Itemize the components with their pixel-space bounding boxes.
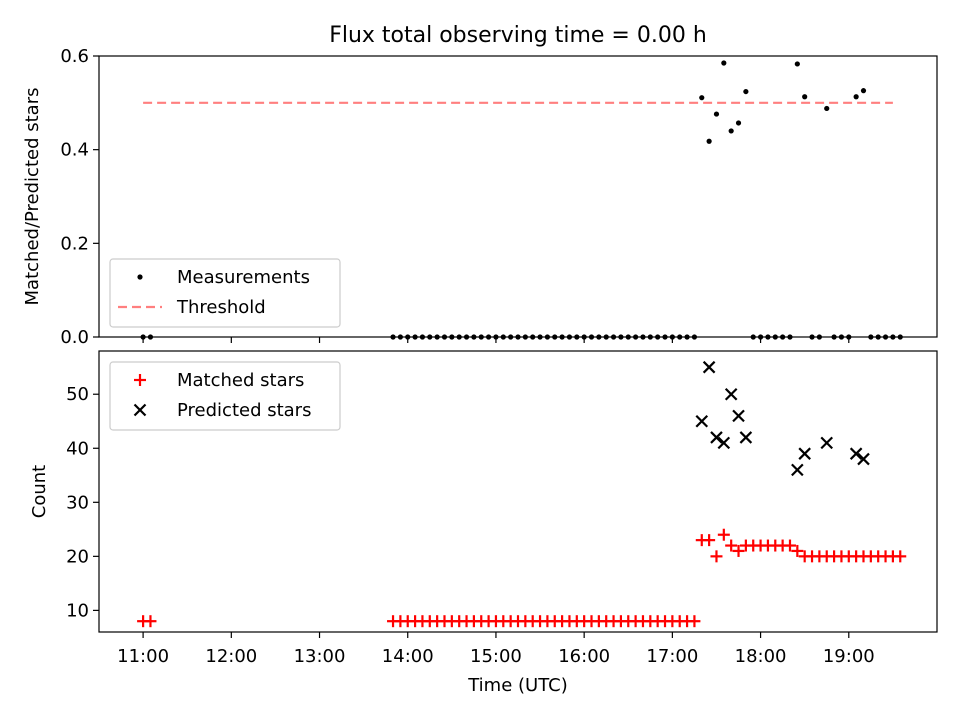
bottom-plot-frame — [98, 350, 938, 633]
predicted-star-point — [710, 431, 723, 444]
legend-marker — [133, 403, 147, 417]
matched-star-point — [894, 550, 907, 563]
legend-box — [109, 258, 341, 328]
top-panel: 0.0 0.2 0.4 0.6 Matched/Predicted stars Mea… — [22, 46, 938, 348]
measurement-point — [721, 60, 727, 66]
y-tick-label: 0.2 — [60, 233, 89, 254]
x-tick-label: 13:00 — [294, 646, 346, 667]
predicted-star-point — [732, 409, 745, 423]
predicted-star-point — [702, 360, 716, 374]
predicted-star-point — [798, 447, 811, 460]
matched-star-point — [144, 615, 157, 628]
measurement-point — [853, 94, 859, 100]
bottom-points — [137, 360, 907, 628]
bottom-x-ticks: 11:00 12:00 13:00 14:00 15:00 16:00 17:00 18:00… — [117, 632, 875, 667]
legend-box — [109, 361, 341, 431]
predicted-star-point — [791, 463, 804, 477]
measurement-point — [699, 95, 705, 101]
measurement-point — [802, 94, 808, 100]
x-tick-label: 16:00 — [558, 646, 610, 667]
x-tick-label: 15:00 — [470, 646, 522, 667]
y-tick-label: 0.0 — [60, 327, 89, 348]
y-tick-label: 40 — [66, 438, 89, 459]
top-plot-frame — [98, 55, 938, 338]
x-tick-label: 12:00 — [205, 646, 257, 667]
predicted-star-point — [849, 447, 863, 460]
predicted-star-point — [724, 387, 738, 401]
legend-marker — [134, 374, 146, 386]
measurement-point — [706, 138, 712, 144]
legend-label: Measurements — [177, 267, 310, 288]
legend-marker — [137, 274, 143, 280]
legend-label: Predicted stars — [177, 400, 311, 421]
y-tick-label: 0.6 — [60, 46, 89, 67]
y-tick-label: 30 — [66, 492, 89, 513]
x-tick-label: 19:00 — [823, 646, 875, 667]
matched-star-point — [732, 544, 745, 557]
x-tick-label: 18:00 — [735, 646, 787, 667]
matched-star-point — [725, 539, 738, 552]
bottom-panel: 10 20 30 40 50 11:00 12:00 13:00 14:00 15:00 16:0… — [29, 350, 938, 696]
measurement-point — [860, 88, 867, 94]
y-tick-label: 50 — [66, 384, 89, 405]
measurement-point — [824, 105, 830, 112]
x-axis-label: Time (UTC) — [467, 675, 568, 696]
top-x-ticks — [142, 337, 850, 343]
y-tick-label: 0.4 — [60, 140, 89, 161]
measurement-point — [713, 111, 720, 117]
predicted-star-point — [857, 452, 870, 466]
top-y-axis-label: Matched/Predicted stars — [22, 88, 43, 306]
bottom-y-ticks: 10 20 30 40 50 — [66, 384, 99, 621]
matched-star-point — [791, 544, 804, 557]
bottom-legend: Matched stars Predicted stars — [109, 361, 341, 431]
measurement-point — [794, 61, 800, 67]
predicted-star-point — [717, 436, 731, 450]
measurement-point — [743, 88, 749, 95]
matched-star-point — [688, 615, 701, 628]
predicted-star-point — [739, 431, 753, 444]
matched-star-point — [710, 550, 723, 563]
legend-label: Matched stars — [177, 370, 304, 391]
measurement-point — [728, 128, 734, 134]
y-tick-label: 20 — [66, 546, 89, 567]
matched-star-point — [717, 528, 730, 541]
bottom-y-axis-label: Count — [29, 465, 50, 518]
legend-label: Threshold — [176, 297, 266, 318]
matched-star-point — [783, 539, 796, 552]
matched-star-point — [703, 534, 716, 547]
predicted-star-point — [820, 436, 834, 450]
top-legend: Measurements Threshold — [109, 258, 341, 328]
x-tick-label: 11:00 — [117, 646, 169, 667]
y-tick-label: 10 — [66, 600, 89, 621]
measurement-point — [735, 120, 742, 126]
x-tick-label: 17:00 — [646, 646, 698, 667]
x-tick-label: 14:00 — [382, 646, 434, 667]
predicted-star-point — [695, 414, 709, 428]
top-y-ticks: 0.0 0.2 0.4 0.6 — [60, 46, 99, 348]
chart-title: Flux total observing time = 0.00 h — [329, 23, 707, 48]
